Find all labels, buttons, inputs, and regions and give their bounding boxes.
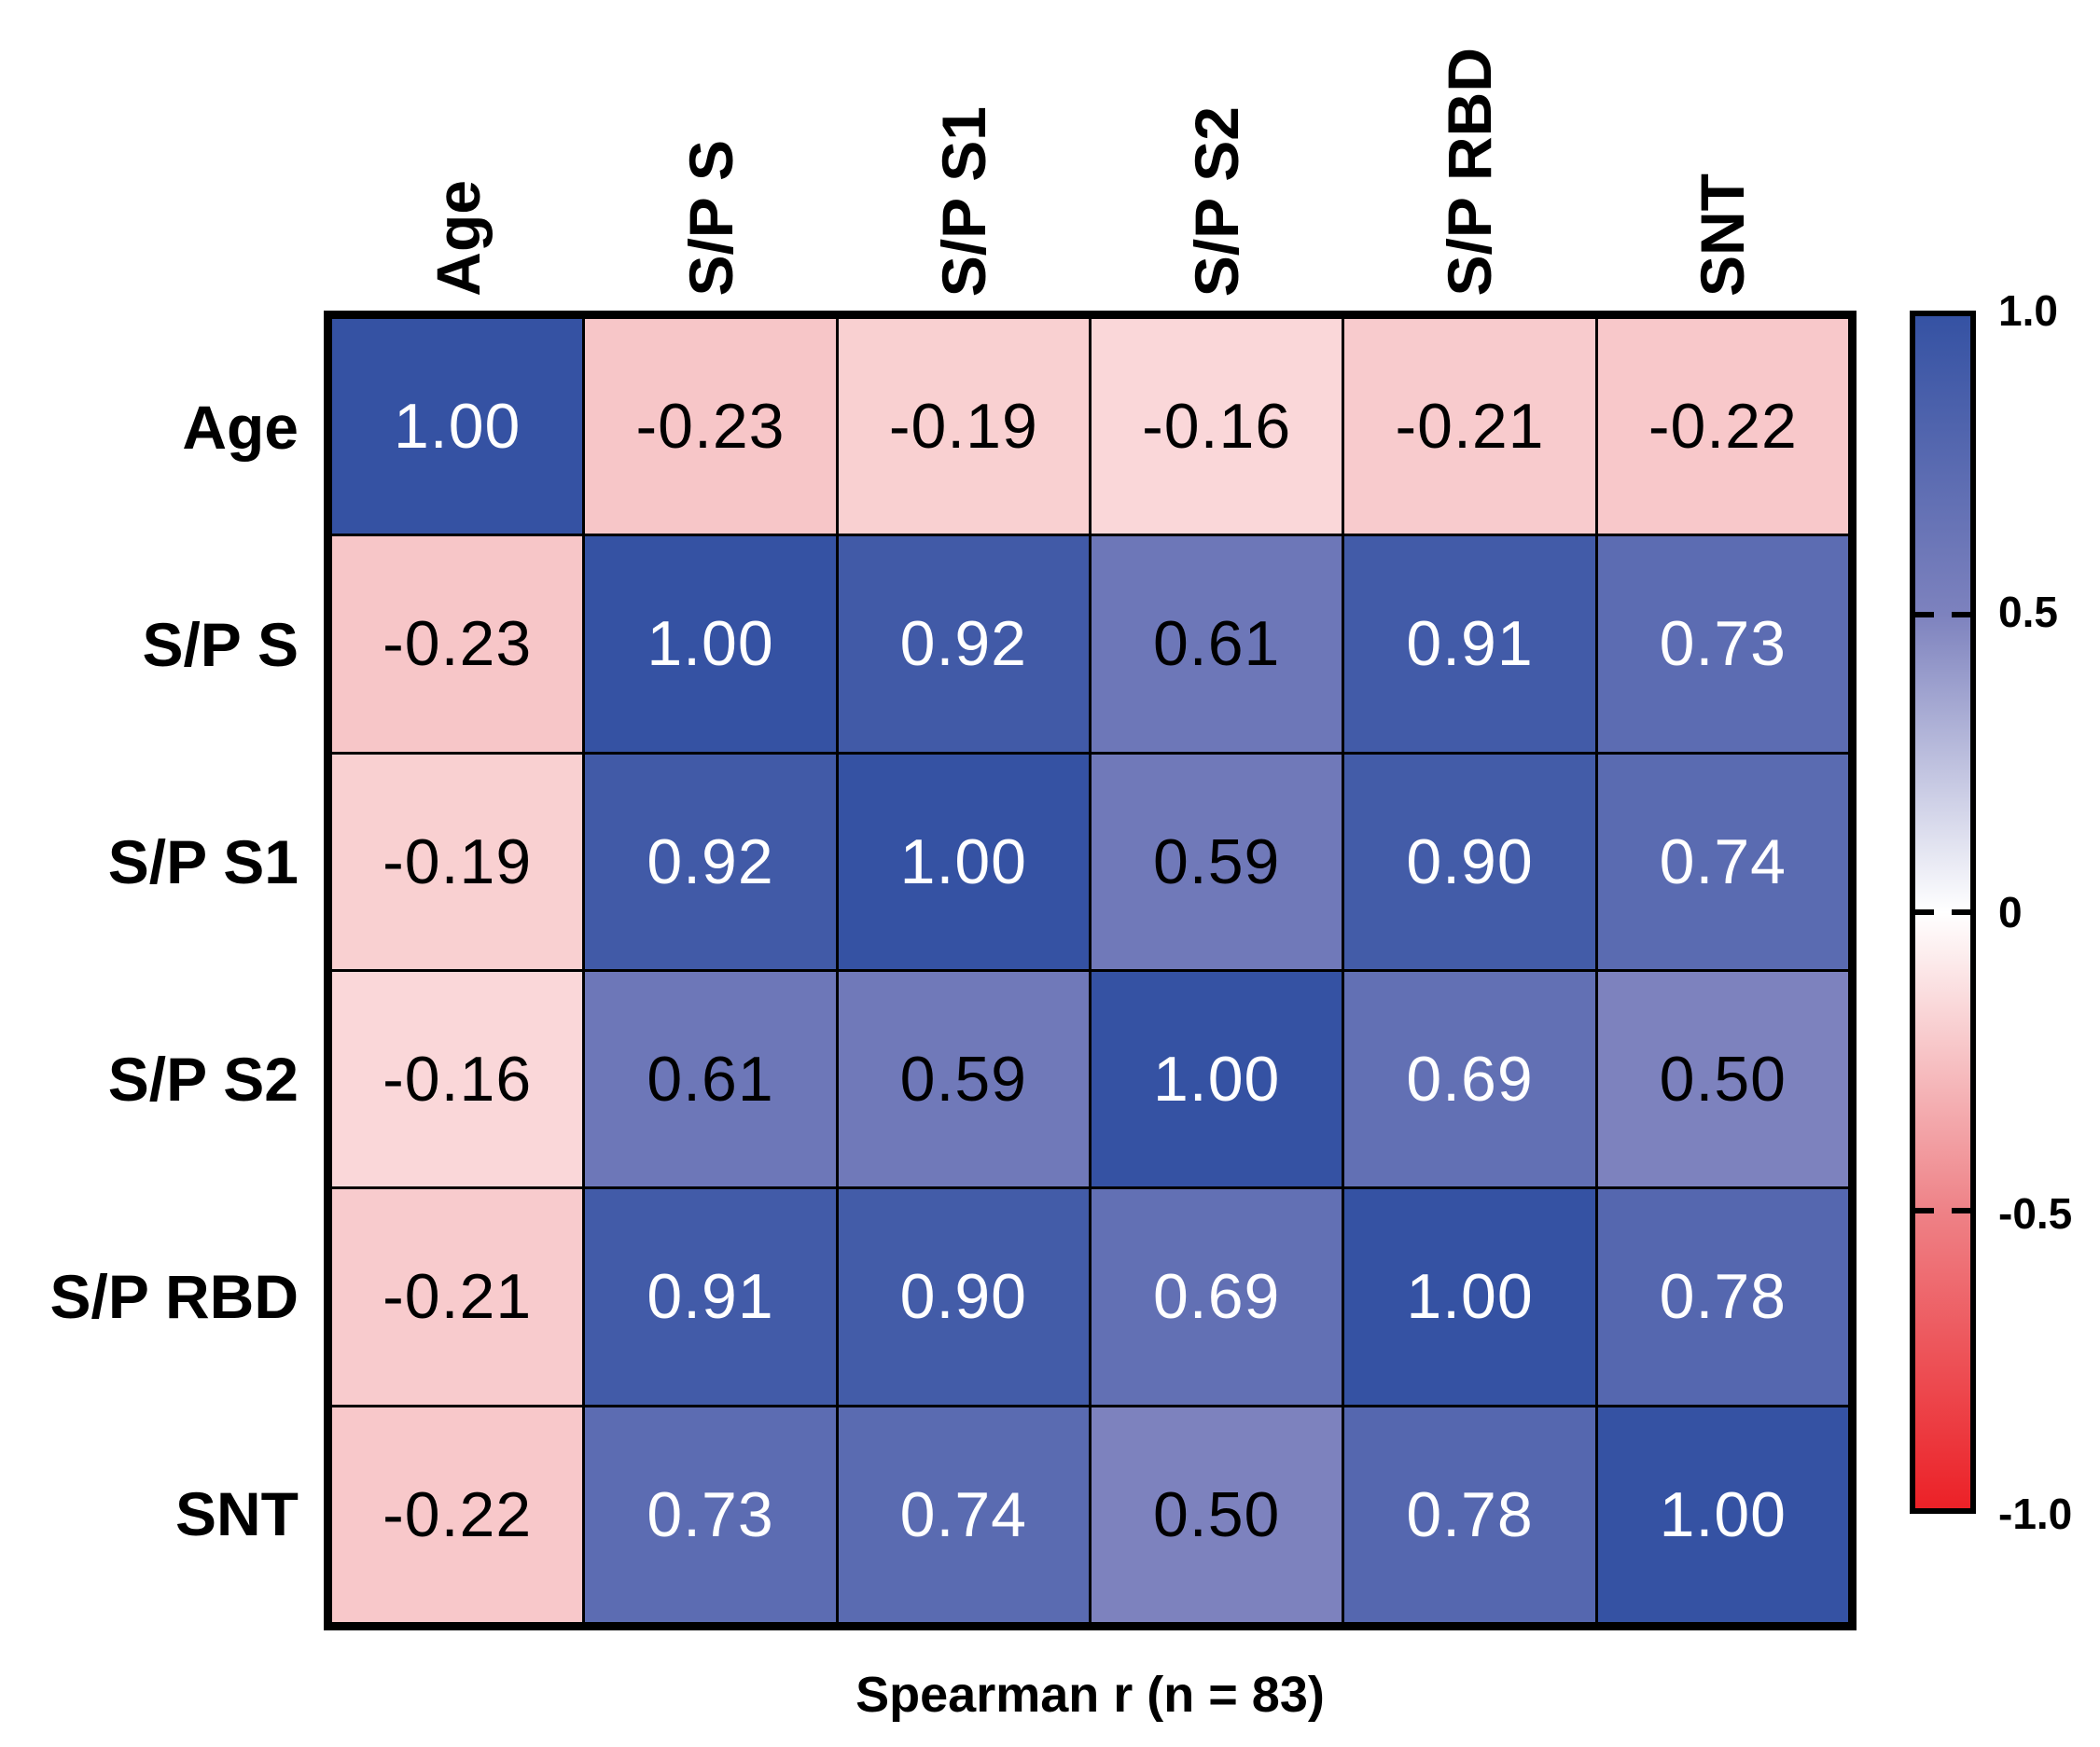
column-label: S/P S2 (1181, 105, 1251, 297)
heatmap-grid: 1.00 -0.23 -0.19 -0.16 -0.21 -0.22 -0.23 1.00 0.… (324, 311, 1857, 1630)
colorbar-tick (1915, 909, 1934, 915)
heatmap-cell: 0.73 (585, 1407, 836, 1622)
heatmap-cell: 0.90 (838, 1189, 1089, 1405)
heatmap-cell: 1.00 (1597, 1407, 1848, 1622)
column-label: SNT (1687, 173, 1757, 297)
heatmap-cell: 0.50 (1597, 971, 1848, 1187)
colorbar-tick-label: 1.0 (1998, 286, 2058, 335)
heatmap-cell: -0.16 (1092, 319, 1342, 534)
heatmap-cell: 0.73 (1597, 536, 1848, 752)
heatmap-cell: -0.19 (838, 319, 1089, 534)
heatmap-cell: 0.78 (1344, 1407, 1595, 1622)
column-label: S/P S (676, 140, 746, 297)
heatmap-cell: 1.00 (332, 319, 583, 534)
column-label: S/P RBD (1434, 48, 1504, 297)
heatmap-cell: 0.50 (1092, 1407, 1342, 1622)
heatmap-cell: 0.92 (585, 754, 836, 969)
heatmap-cell: 0.74 (838, 1407, 1089, 1622)
heatmap-cell: -0.19 (332, 754, 583, 969)
heatmap-cell: 0.90 (1344, 754, 1595, 969)
heatmap-cell: 1.00 (838, 754, 1089, 969)
heatmap-cell: 1.00 (1092, 971, 1342, 1187)
heatmap-cell: 0.59 (1092, 754, 1342, 969)
heatmap-cell: 1.00 (585, 536, 836, 752)
column-label: Age (424, 180, 494, 297)
heatmap-cell: -0.22 (1597, 319, 1848, 534)
heatmap-cell: -0.23 (585, 319, 836, 534)
colorbar-tick-label: -0.5 (1998, 1188, 2073, 1238)
colorbar-tick (1952, 909, 1970, 915)
column-labels: Age S/P S S/P S1 S/P S2 S/P RBD SNT (332, 0, 1848, 297)
heatmap-cell: 0.92 (838, 536, 1089, 752)
heatmap-cell: 0.61 (1092, 536, 1342, 752)
heatmap-cell: -0.22 (332, 1407, 583, 1622)
heatmap-cell: -0.16 (332, 971, 583, 1187)
colorbar-tick (1952, 611, 1970, 617)
heatmap-cell: 0.74 (1597, 754, 1848, 969)
column-label: S/P S1 (929, 105, 999, 297)
heatmap-cell: -0.23 (332, 536, 583, 752)
row-label: S/P S (142, 610, 299, 680)
colorbar-tick-label: 0.5 (1998, 587, 2058, 636)
chart-caption: Spearman r (n = 83) (855, 1667, 1325, 1723)
heatmap-cell: 0.91 (1344, 536, 1595, 752)
colorbar-tick (1952, 1207, 1970, 1213)
row-label: Age (182, 393, 299, 463)
colorbar (1910, 311, 1976, 1514)
heatmap-cell: 1.00 (1344, 1189, 1595, 1405)
colorbar-tick (1915, 611, 1934, 617)
heatmap-cell: 0.69 (1344, 971, 1595, 1187)
row-labels: Age S/P S S/P S1 S/P S2 S/P RBD SNT (0, 319, 299, 1622)
row-label: S/P RBD (49, 1261, 299, 1331)
heatmap-cell: 0.59 (838, 971, 1089, 1187)
row-label: S/P S2 (107, 1044, 299, 1114)
colorbar-tick (1915, 1207, 1934, 1213)
row-label: S/P S1 (107, 827, 299, 897)
heatmap-cell: 0.69 (1092, 1189, 1342, 1405)
heatmap-cell: -0.21 (1344, 319, 1595, 534)
colorbar-tick-label: -1.0 (1998, 1490, 2073, 1538)
heatmap-cell: 0.61 (585, 971, 836, 1187)
heatmap-cell: 0.91 (585, 1189, 836, 1405)
heatmap-cell: -0.21 (332, 1189, 583, 1405)
row-label: SNT (175, 1478, 299, 1548)
colorbar-tick-label: 0 (1998, 888, 2023, 936)
heatmap-cell: 0.78 (1597, 1189, 1848, 1405)
